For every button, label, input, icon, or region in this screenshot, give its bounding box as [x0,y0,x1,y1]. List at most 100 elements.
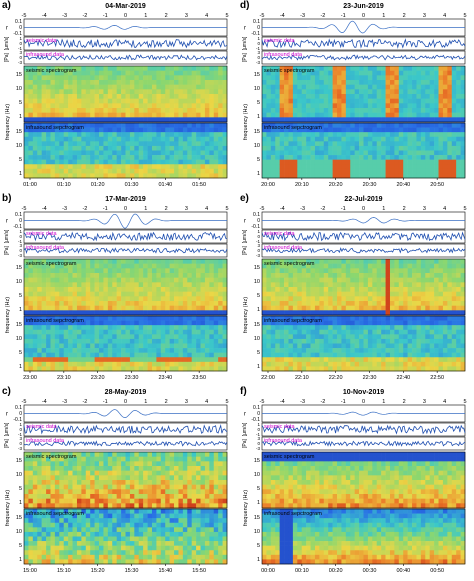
seismic-spectrogram-cell [346,113,351,118]
infrasound-spectrogram-cell [117,546,122,551]
infrasound-spectrogram-cell [126,559,131,564]
infrasound-spectrogram-cell [148,339,153,344]
infrasound-spectrogram-cell [223,137,228,142]
seismic-spectrogram-cell [112,259,117,264]
infrasound-spectrogram-cell [33,555,38,560]
infrasound-spectrogram-cell [284,169,289,174]
seismic-spectrogram-cell [201,94,206,99]
infrasound-spectrogram-cell [130,362,135,367]
seismic-spectrogram-cell [372,89,377,94]
seismic-spectrogram-cell [117,301,122,306]
seismic-spectrogram-cell [24,94,29,99]
infrasound-spectrogram-cell [192,550,197,555]
infrasound-spectrogram-cell [24,173,29,178]
infrasound-spectrogram-cell [178,546,183,551]
infrasound-spectrogram-cell [324,160,329,165]
seismic-spectrogram-cell [297,278,302,283]
infrasound-spectrogram-cell [201,316,206,321]
infrasound-spectrogram-cell [170,339,175,344]
infrasound-spectrogram-cell [68,348,73,353]
seismic-spectrogram-cell [266,80,271,85]
infrasound-spectrogram-cell [108,523,113,528]
infrasound-spectrogram-cell [77,527,82,532]
seismic-spectrogram-cell [112,301,117,306]
infrasound-spectrogram-cell [192,518,197,523]
seismic-spectrogram-cell [152,296,157,301]
infrasound-spectrogram-cell [112,362,117,367]
seismic-spectrogram-cell [408,94,413,99]
infrasound-spectrogram-cell [95,160,100,165]
infrasound-spectrogram-cell [139,132,144,137]
infrasound-spectrogram-cell [143,555,148,560]
infrasound-spectrogram-cell [42,344,47,349]
seismic-spectrogram-cell [64,489,69,494]
seismic-spectrogram-cell [55,268,60,273]
seismic-spectrogram-cell [205,89,210,94]
infrasound-spectrogram-cell [121,546,126,551]
seismic-spectrogram-cell [355,85,360,90]
infrasound-spectrogram-cell [324,146,329,151]
seismic-spectrogram-cell [306,117,311,122]
seismic-spectrogram-cell [187,292,192,297]
infrasound-spectrogram-cell [139,151,144,156]
infrasound-spectrogram-cell [139,532,144,537]
seismic-spectrogram-cell [134,457,139,462]
seismic-spectrogram-cell [355,278,360,283]
infrasound-spectrogram-cell [59,169,64,174]
infrasound-spectrogram-cell [143,357,148,362]
seismic-spectrogram-cell [95,94,100,99]
seismic-spectrogram-cell [95,264,100,269]
infrasound-spectrogram-cell [156,555,161,560]
infrasound-spectrogram-cell [148,362,153,367]
infrasound-spectrogram-cell [86,550,91,555]
seismic-spectrogram-cell [134,71,139,76]
seismic-spectrogram-cell [341,278,346,283]
infrasound-spectrogram-cell [130,330,135,335]
seismic-spectrogram-cell [134,264,139,269]
infrasound-spectrogram-cell [196,527,201,532]
infrasound-spectrogram-cell [112,514,117,519]
seismic-spectrogram-cell [425,71,430,76]
seismic-spectrogram-cell [271,292,276,297]
seismic-spectrogram-cell [416,117,421,122]
seismic-spectrogram-cell [390,71,395,76]
infrasound-spectrogram-cell [86,366,91,371]
seismic-spectrogram-cell [412,80,417,85]
seismic-spectrogram-cell [64,278,69,283]
infrasound-spectrogram-cell [271,160,276,165]
infrasound-spectrogram-cell [152,550,157,555]
seismic-spectrogram-cell [117,310,122,315]
infrasound-spectrogram-cell [73,155,78,160]
infrasound-spectrogram-cell [130,546,135,551]
infrasound-spectrogram-cell [90,532,95,537]
seismic-spectrogram-cell [223,259,228,264]
seismic-spectrogram-cell [218,310,223,315]
seismic-spectrogram-cell [55,80,60,85]
seismic-spectrogram-cell [311,117,316,122]
seismic-spectrogram-cell [416,85,421,90]
seismic-spectrogram-cell [288,94,293,99]
infrasound-spectrogram-cell [73,137,78,142]
seismic-spectrogram-cell [152,457,157,462]
seismic-spectrogram-cell [108,466,113,471]
infrasound-spectrogram-label: infrasound sepctrogram [26,318,84,324]
seismic-spectrogram-cell [46,301,51,306]
infrasound-freq-tick: 1 [19,171,22,177]
seismic-spectrogram-cell [297,287,302,292]
seismic-spectrogram-cell [341,66,346,71]
seismic-spectrogram-cell [328,80,333,85]
seismic-spectrogram-cell [134,287,139,292]
infrasound-spectrogram-cell [139,366,144,371]
seismic-spectrogram-cell [134,466,139,471]
infrasound-spectrogram-cell [443,155,448,160]
seismic-spectrogram-cell [315,301,320,306]
infrasound-spectrogram-cell [28,169,33,174]
seismic-spectrogram-cell [192,466,197,471]
infrasound-spectrogram-cell [64,366,69,371]
infrasound-spectrogram-cell [412,128,417,133]
infrasound-spectrogram-cell [148,151,153,156]
seismic-spectrogram-cell [55,485,60,490]
wavelet-x-tick: -5 [22,206,27,212]
infrasound-spectrogram-cell [99,151,104,156]
infrasound-spectrogram-cell [201,518,206,523]
